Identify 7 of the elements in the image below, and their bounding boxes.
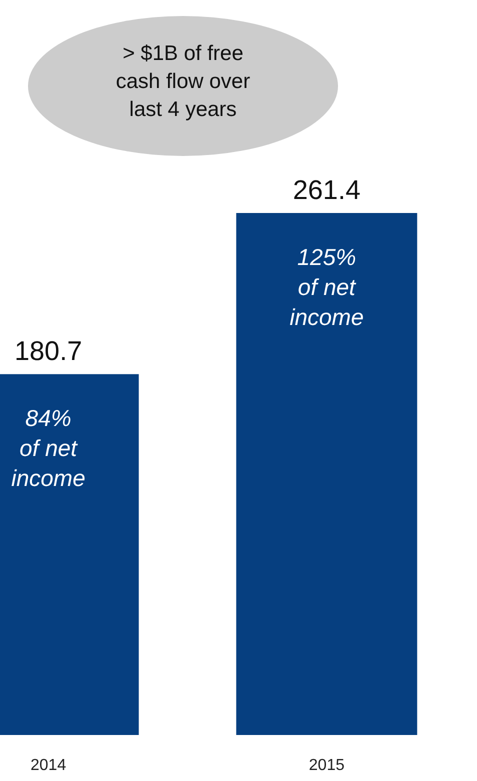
data-label: 180.7 <box>14 336 82 366</box>
annotation: 84% of net income <box>11 405 86 492</box>
x-tick-label: 2014 <box>30 757 66 774</box>
data-label: 261.4 <box>292 175 360 205</box>
annotation: 125% of net income <box>290 244 364 330</box>
text: > $1B of free cash flow over last 4 years <box>116 42 250 121</box>
x-tick-label: 2015 <box>308 757 345 774</box>
